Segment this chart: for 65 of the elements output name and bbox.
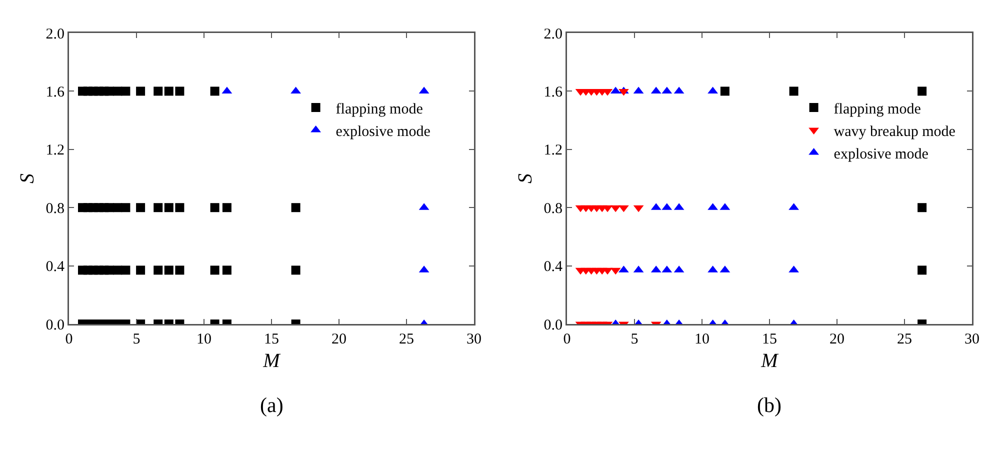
- x-tick-label: 10: [694, 332, 710, 348]
- legend-label: flapping mode: [336, 101, 424, 118]
- y-tick-label: 2.0: [46, 26, 64, 42]
- point: [789, 86, 798, 96]
- point: [918, 86, 927, 96]
- point: [136, 203, 146, 212]
- legend-label: explosive mode: [336, 124, 431, 140]
- x-tick-label: 15: [762, 332, 777, 348]
- point: [164, 203, 174, 212]
- y-tick-label: 2.0: [544, 26, 562, 42]
- x-tick-label: 25: [399, 332, 414, 348]
- point: [210, 86, 220, 96]
- point: [210, 203, 220, 212]
- point: [175, 266, 184, 275]
- y-tick-label: 0.4: [544, 259, 563, 276]
- x-tick-label: 5: [132, 332, 140, 348]
- y-axis-title: S: [16, 174, 38, 184]
- y-tick-label: 1.2: [544, 142, 562, 159]
- y-tick-label: 0.0: [544, 317, 562, 334]
- point: [618, 88, 629, 96]
- x-tick-label: 20: [332, 332, 346, 348]
- text: (a): [260, 393, 284, 417]
- x-tick-label: 25: [897, 332, 912, 348]
- point: [720, 86, 730, 96]
- y-tick-label: 1.6: [46, 84, 65, 100]
- x-tick-label: 30: [466, 332, 482, 348]
- point: [175, 203, 184, 212]
- point: [136, 266, 146, 275]
- point: [918, 203, 927, 212]
- point: [222, 266, 232, 275]
- x-tick-label: 20: [830, 332, 844, 348]
- point: [121, 266, 130, 275]
- y-axis-title: S: [514, 174, 536, 184]
- x-tick-label: 10: [196, 332, 212, 348]
- x-tick-label: 30: [964, 332, 980, 348]
- point: [175, 86, 184, 96]
- y-tick-label: 0.0: [46, 317, 64, 334]
- x-tick-label: 5: [630, 332, 638, 348]
- legend-label: flapping mode: [834, 101, 922, 118]
- x-tick-label: 0: [563, 332, 571, 348]
- y-tick-label: 1.6: [544, 84, 563, 100]
- point: [291, 266, 300, 275]
- point: [222, 203, 232, 212]
- point: [121, 86, 130, 96]
- y-tick-label: 1.2: [46, 142, 64, 159]
- point: [136, 86, 146, 96]
- point: [121, 203, 130, 212]
- x-axis-title: M: [262, 350, 282, 372]
- y-tick-label: 0.4: [46, 259, 65, 276]
- legend-label: wavy breakup mode: [834, 124, 956, 140]
- x-axis-title: M: [760, 350, 780, 372]
- x-tick-label: 0: [65, 332, 73, 348]
- point: [164, 86, 174, 96]
- point: [918, 266, 927, 275]
- y-tick-label: 0.8: [544, 200, 562, 217]
- point: [154, 203, 163, 212]
- point: [291, 203, 300, 212]
- point: [164, 266, 174, 275]
- y-tick-label: 0.8: [46, 200, 64, 217]
- point: [154, 86, 163, 96]
- legend-label: explosive mode: [834, 146, 929, 162]
- point: [154, 266, 163, 275]
- point: [210, 266, 220, 275]
- x-tick-label: 15: [264, 332, 279, 348]
- text: (b): [757, 393, 782, 417]
